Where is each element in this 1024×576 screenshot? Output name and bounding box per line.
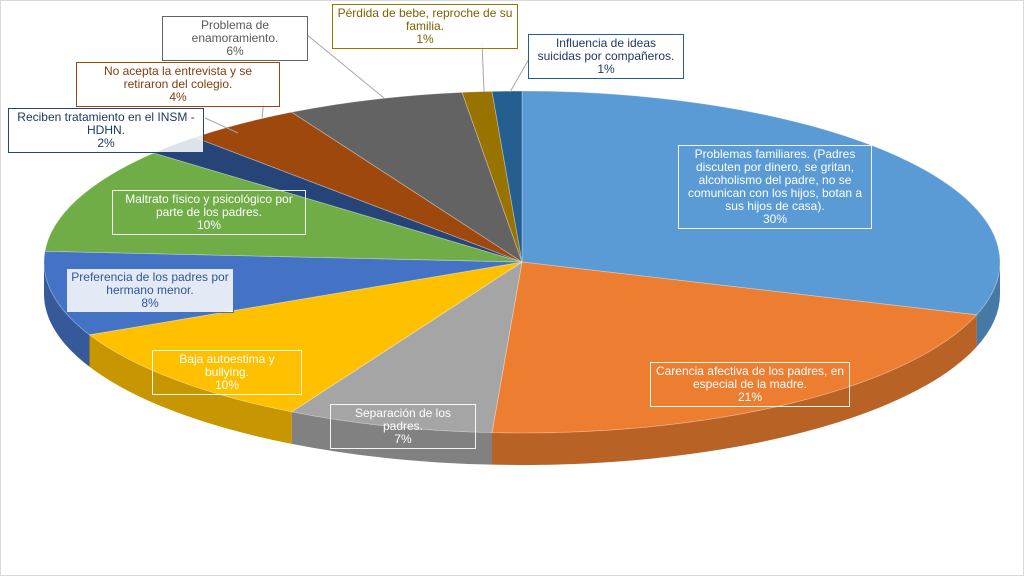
pie-side-0: [976, 262, 1000, 347]
pie-slice-10: [491, 90, 523, 263]
pie-side-1: [491, 314, 977, 465]
pie-side-2: [291, 411, 492, 465]
data-label-0: Problemas familiares. (Padres discuten p…: [678, 145, 872, 229]
data-label-text: Pérdida de bebe, reproche de su familia.: [337, 6, 513, 33]
data-label-text: Separación de los padres.: [354, 406, 452, 433]
data-label-8: Problema de enamoramiento. 6%: [162, 16, 308, 61]
data-label-percent: 10%: [196, 218, 222, 232]
data-label-text: Influencia de ideas suicidas por compañe…: [537, 36, 675, 63]
data-label-6: Reciben tratamiento en el INSM -HDHN. 2%: [8, 108, 204, 153]
data-label-percent: 30%: [762, 212, 788, 226]
data-label-text: Maltrato físico y psicológico por parte …: [125, 192, 293, 219]
pie-side-4: [44, 262, 90, 367]
data-label-1: Carencia afectiva de los padres, en espe…: [650, 362, 850, 407]
pie-slice-8: [290, 91, 523, 263]
data-label-percent: 2%: [97, 136, 115, 150]
pie-side-3: [89, 334, 292, 444]
data-label-percent: 1%: [416, 32, 434, 46]
data-label-2: Separación de los padres. 7%: [330, 404, 476, 449]
pie-slice-1: [491, 261, 978, 434]
data-label-4: Preferencia de los padres por hermano me…: [66, 268, 234, 313]
leader-line-6: [204, 117, 239, 134]
pie-slice-9: [461, 90, 523, 263]
data-label-10: Influencia de ideas suicidas por compañe…: [528, 34, 684, 79]
data-label-text: Problema de enamoramiento.: [191, 18, 279, 45]
data-label-7: No acepta la entrevista y se retiraron d…: [76, 62, 280, 107]
data-label-percent: 8%: [141, 296, 159, 310]
data-label-percent: 4%: [169, 90, 187, 104]
data-label-percent: 6%: [226, 44, 244, 58]
data-label-text: Preferencia de los padres por hermano me…: [71, 270, 229, 297]
pie-slice-2: [290, 261, 523, 434]
leader-line-9: [481, 41, 485, 93]
data-label-percent: 10%: [214, 378, 240, 392]
data-label-text: Baja autoestima y bullying.: [179, 352, 275, 379]
pie-slice-3: [88, 261, 523, 413]
data-label-percent: 1%: [597, 62, 615, 76]
data-label-5: Maltrato físico y psicológico por parte …: [112, 190, 306, 235]
leader-line-8: [305, 33, 385, 99]
pie-slice-0: [521, 90, 1001, 316]
data-label-text: Problemas familiares. (Padres discuten p…: [687, 147, 863, 213]
data-label-text: No acepta la entrevista y se retiraron d…: [103, 64, 253, 91]
data-label-3: Baja autoestima y bullying. 10%: [152, 350, 302, 395]
data-label-text: Reciben tratamiento en el INSM -HDHN.: [17, 110, 195, 137]
data-label-percent: 21%: [737, 390, 763, 404]
data-label-text: Carencia afectiva de los padres, en espe…: [655, 364, 845, 391]
data-label-9: Pérdida de bebe, reproche de su familia.…: [332, 4, 518, 49]
data-label-percent: 7%: [394, 432, 412, 446]
leader-line-10: [509, 58, 530, 93]
